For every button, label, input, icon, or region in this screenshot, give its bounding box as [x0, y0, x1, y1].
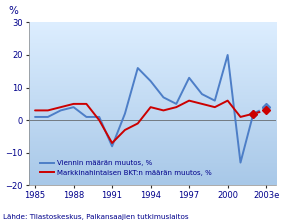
Text: Lähde: Tilastoskeskus, Palkansaajien tutkimuslaitos: Lähde: Tilastoskeskus, Palkansaajien tut…: [3, 214, 188, 220]
Text: %: %: [9, 6, 19, 16]
Legend: Viennin määrän muutos, %, Markkinahintaisen BKT:n määrän muutos, %: Viennin määrän muutos, %, Markkinahintai…: [37, 158, 215, 179]
